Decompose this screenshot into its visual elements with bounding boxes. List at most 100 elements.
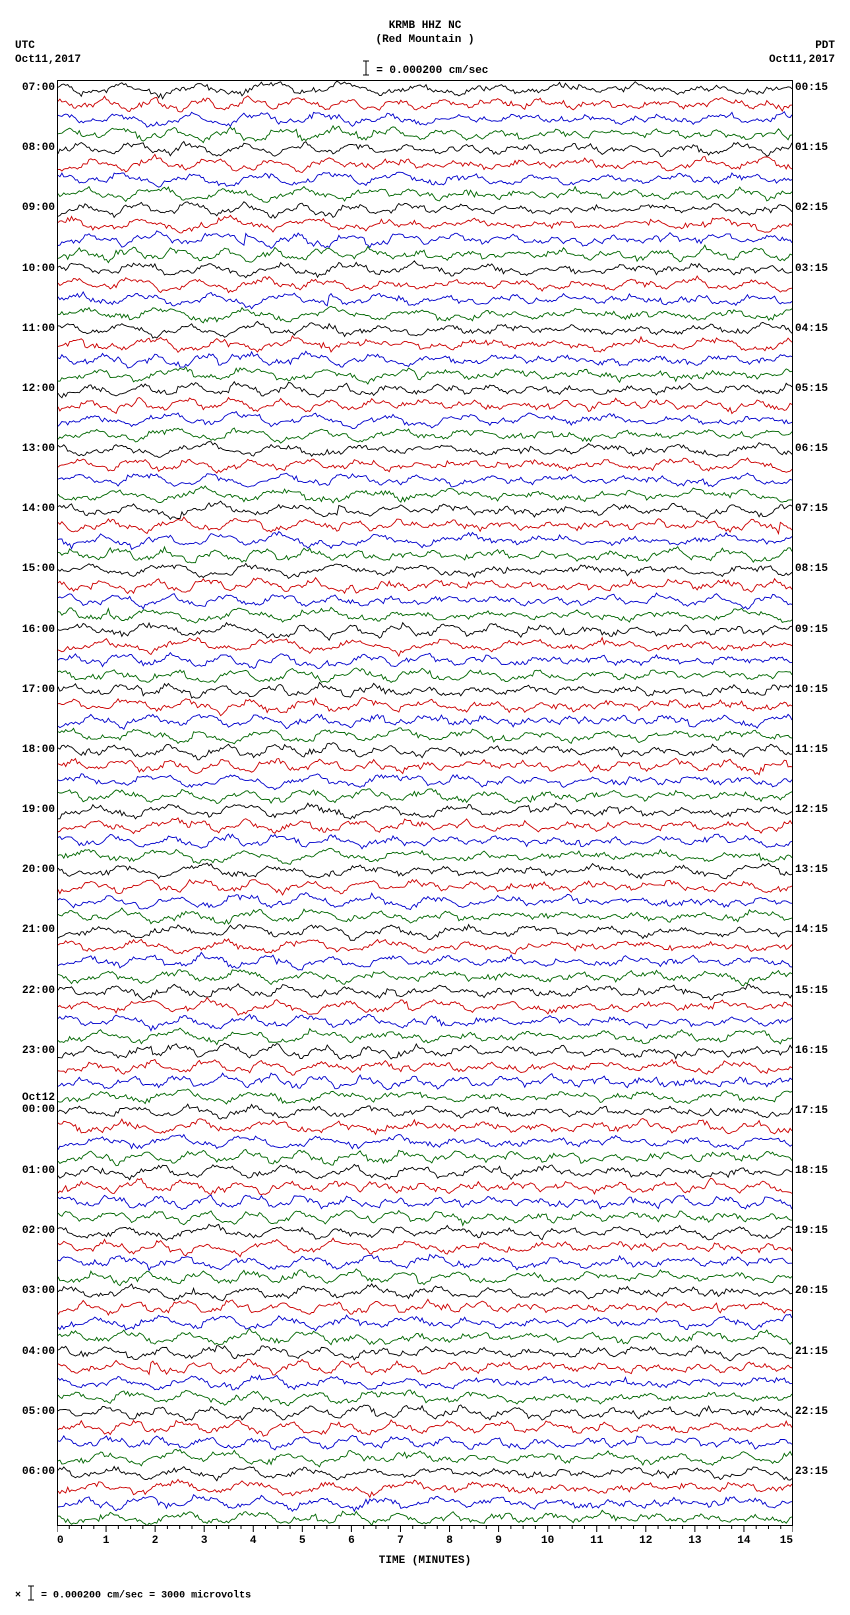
seismic-trace [58, 1284, 792, 1301]
seismic-trace [58, 623, 792, 641]
seismic-trace [58, 172, 792, 187]
footer-scale-text: = 0.000200 cm/sec = 3000 microvolts [41, 1591, 251, 1602]
seismic-trace [58, 1329, 792, 1345]
seismic-trace [58, 698, 792, 716]
right-hour-axis: 00:1501:1502:1503:1504:1505:1506:1507:15… [793, 80, 835, 1525]
seismic-trace [58, 728, 792, 744]
seismic-trace [58, 1211, 792, 1226]
seismic-trace [58, 142, 792, 157]
x-tick-label: 10 [541, 1535, 554, 1547]
right-hour-label: 14:15 [795, 924, 828, 936]
seismic-trace [58, 473, 792, 487]
seismic-trace [58, 1390, 792, 1406]
seismic-trace [58, 532, 792, 550]
seismic-trace [58, 1420, 792, 1436]
left-hour-label: 21:00 [22, 924, 55, 936]
seismic-trace [58, 593, 792, 609]
seismic-trace [58, 908, 792, 924]
seismic-trace [58, 1299, 792, 1315]
x-tick-label: 12 [639, 1535, 652, 1547]
left-hour-label: 06:00 [22, 1466, 55, 1478]
right-hour-label: 18:15 [795, 1165, 828, 1177]
right-hour-label: 21:15 [795, 1346, 828, 1358]
right-hour-label: 17:15 [795, 1105, 828, 1117]
seismic-trace [58, 743, 792, 760]
seismic-trace [58, 126, 792, 143]
right-hour-label: 16:15 [795, 1045, 828, 1057]
x-tick-label: 15 [780, 1535, 793, 1547]
left-hour-label: 18:00 [22, 744, 55, 756]
x-tick-label: 14 [737, 1535, 751, 1547]
seismic-trace [58, 336, 792, 352]
header-block: UTC Oct11,2017 PDT Oct11,2017 KRMB HHZ N… [15, 20, 835, 80]
right-hour-label: 12:15 [795, 804, 828, 816]
seismic-trace [58, 638, 792, 656]
left-hour-label: 01:00 [22, 1165, 55, 1177]
seismic-trace [58, 683, 792, 699]
seismic-trace [58, 187, 792, 203]
left-hour-label: 07:00 [22, 82, 55, 94]
seismic-trace [58, 398, 792, 414]
seismic-trace [58, 231, 792, 249]
x-tick-label: 1 [103, 1535, 110, 1547]
x-tick-label: 13 [688, 1535, 702, 1547]
right-hour-label: 01:15 [795, 142, 828, 154]
seismic-trace [58, 428, 792, 443]
seismic-trace [58, 442, 792, 458]
right-hour-label: 07:15 [795, 503, 828, 515]
seismic-trace [58, 668, 792, 683]
seismic-trace [58, 1043, 792, 1059]
seismic-trace [58, 653, 792, 669]
seismic-trace [58, 501, 792, 519]
right-hour-label: 00:15 [795, 82, 828, 94]
seismic-trace [58, 96, 792, 112]
seismic-trace [58, 547, 792, 563]
seismic-trace [58, 1495, 792, 1512]
seismic-trace [58, 1314, 792, 1330]
seismic-trace [58, 1014, 792, 1030]
right-hour-label: 02:15 [795, 202, 828, 214]
right-hour-label: 20:15 [795, 1285, 828, 1297]
seismic-trace [58, 276, 792, 293]
right-hour-label: 11:15 [795, 744, 828, 756]
seismic-trace [58, 863, 792, 879]
x-tick-label: 3 [201, 1535, 208, 1547]
right-hour-label: 09:15 [795, 624, 828, 636]
right-hour-label: 10:15 [795, 684, 828, 696]
seismic-trace [58, 1195, 792, 1209]
left-hour-label: 03:00 [22, 1285, 55, 1297]
left-hour-label: 19:00 [22, 804, 55, 816]
x-tick-label: 9 [495, 1535, 502, 1547]
left-hour-label: 04:00 [22, 1346, 55, 1358]
seismic-trace [58, 789, 792, 804]
left-hour-label: 22:00 [22, 985, 55, 997]
seismic-trace [58, 848, 792, 864]
seismic-trace [58, 563, 792, 578]
seismic-trace [58, 245, 792, 262]
seismic-trace [58, 803, 792, 819]
right-hour-label: 23:15 [795, 1466, 828, 1478]
seismic-trace [58, 818, 792, 834]
scale-bar-icon [362, 60, 370, 80]
seismic-trace [58, 1435, 792, 1450]
left-hour-label: 05:00 [22, 1406, 55, 1418]
helicorder-plot [57, 80, 793, 1525]
left-hour-label: 10:00 [22, 263, 55, 275]
x-tick-label: 0 [57, 1535, 64, 1547]
seismic-trace [58, 925, 792, 941]
seismic-trace [58, 607, 792, 623]
left-hour-label: 09:00 [22, 202, 55, 214]
seismic-trace [58, 306, 792, 322]
footer-scale: × = 0.000200 cm/sec = 3000 microvolts [15, 1585, 835, 1605]
footer-prefix: × [15, 1591, 21, 1602]
left-hour-label: 14:00 [22, 503, 55, 515]
right-hour-label: 08:15 [795, 563, 828, 575]
seismic-trace [58, 382, 792, 398]
left-hour-label: 02:00 [22, 1225, 55, 1237]
seismic-trace [58, 1479, 792, 1497]
left-hour-label: 11:00 [22, 323, 55, 335]
seismic-trace [58, 1269, 792, 1286]
right-hour-label: 05:15 [795, 383, 828, 395]
right-hour-label: 03:15 [795, 263, 828, 275]
seismic-trace [58, 517, 792, 534]
